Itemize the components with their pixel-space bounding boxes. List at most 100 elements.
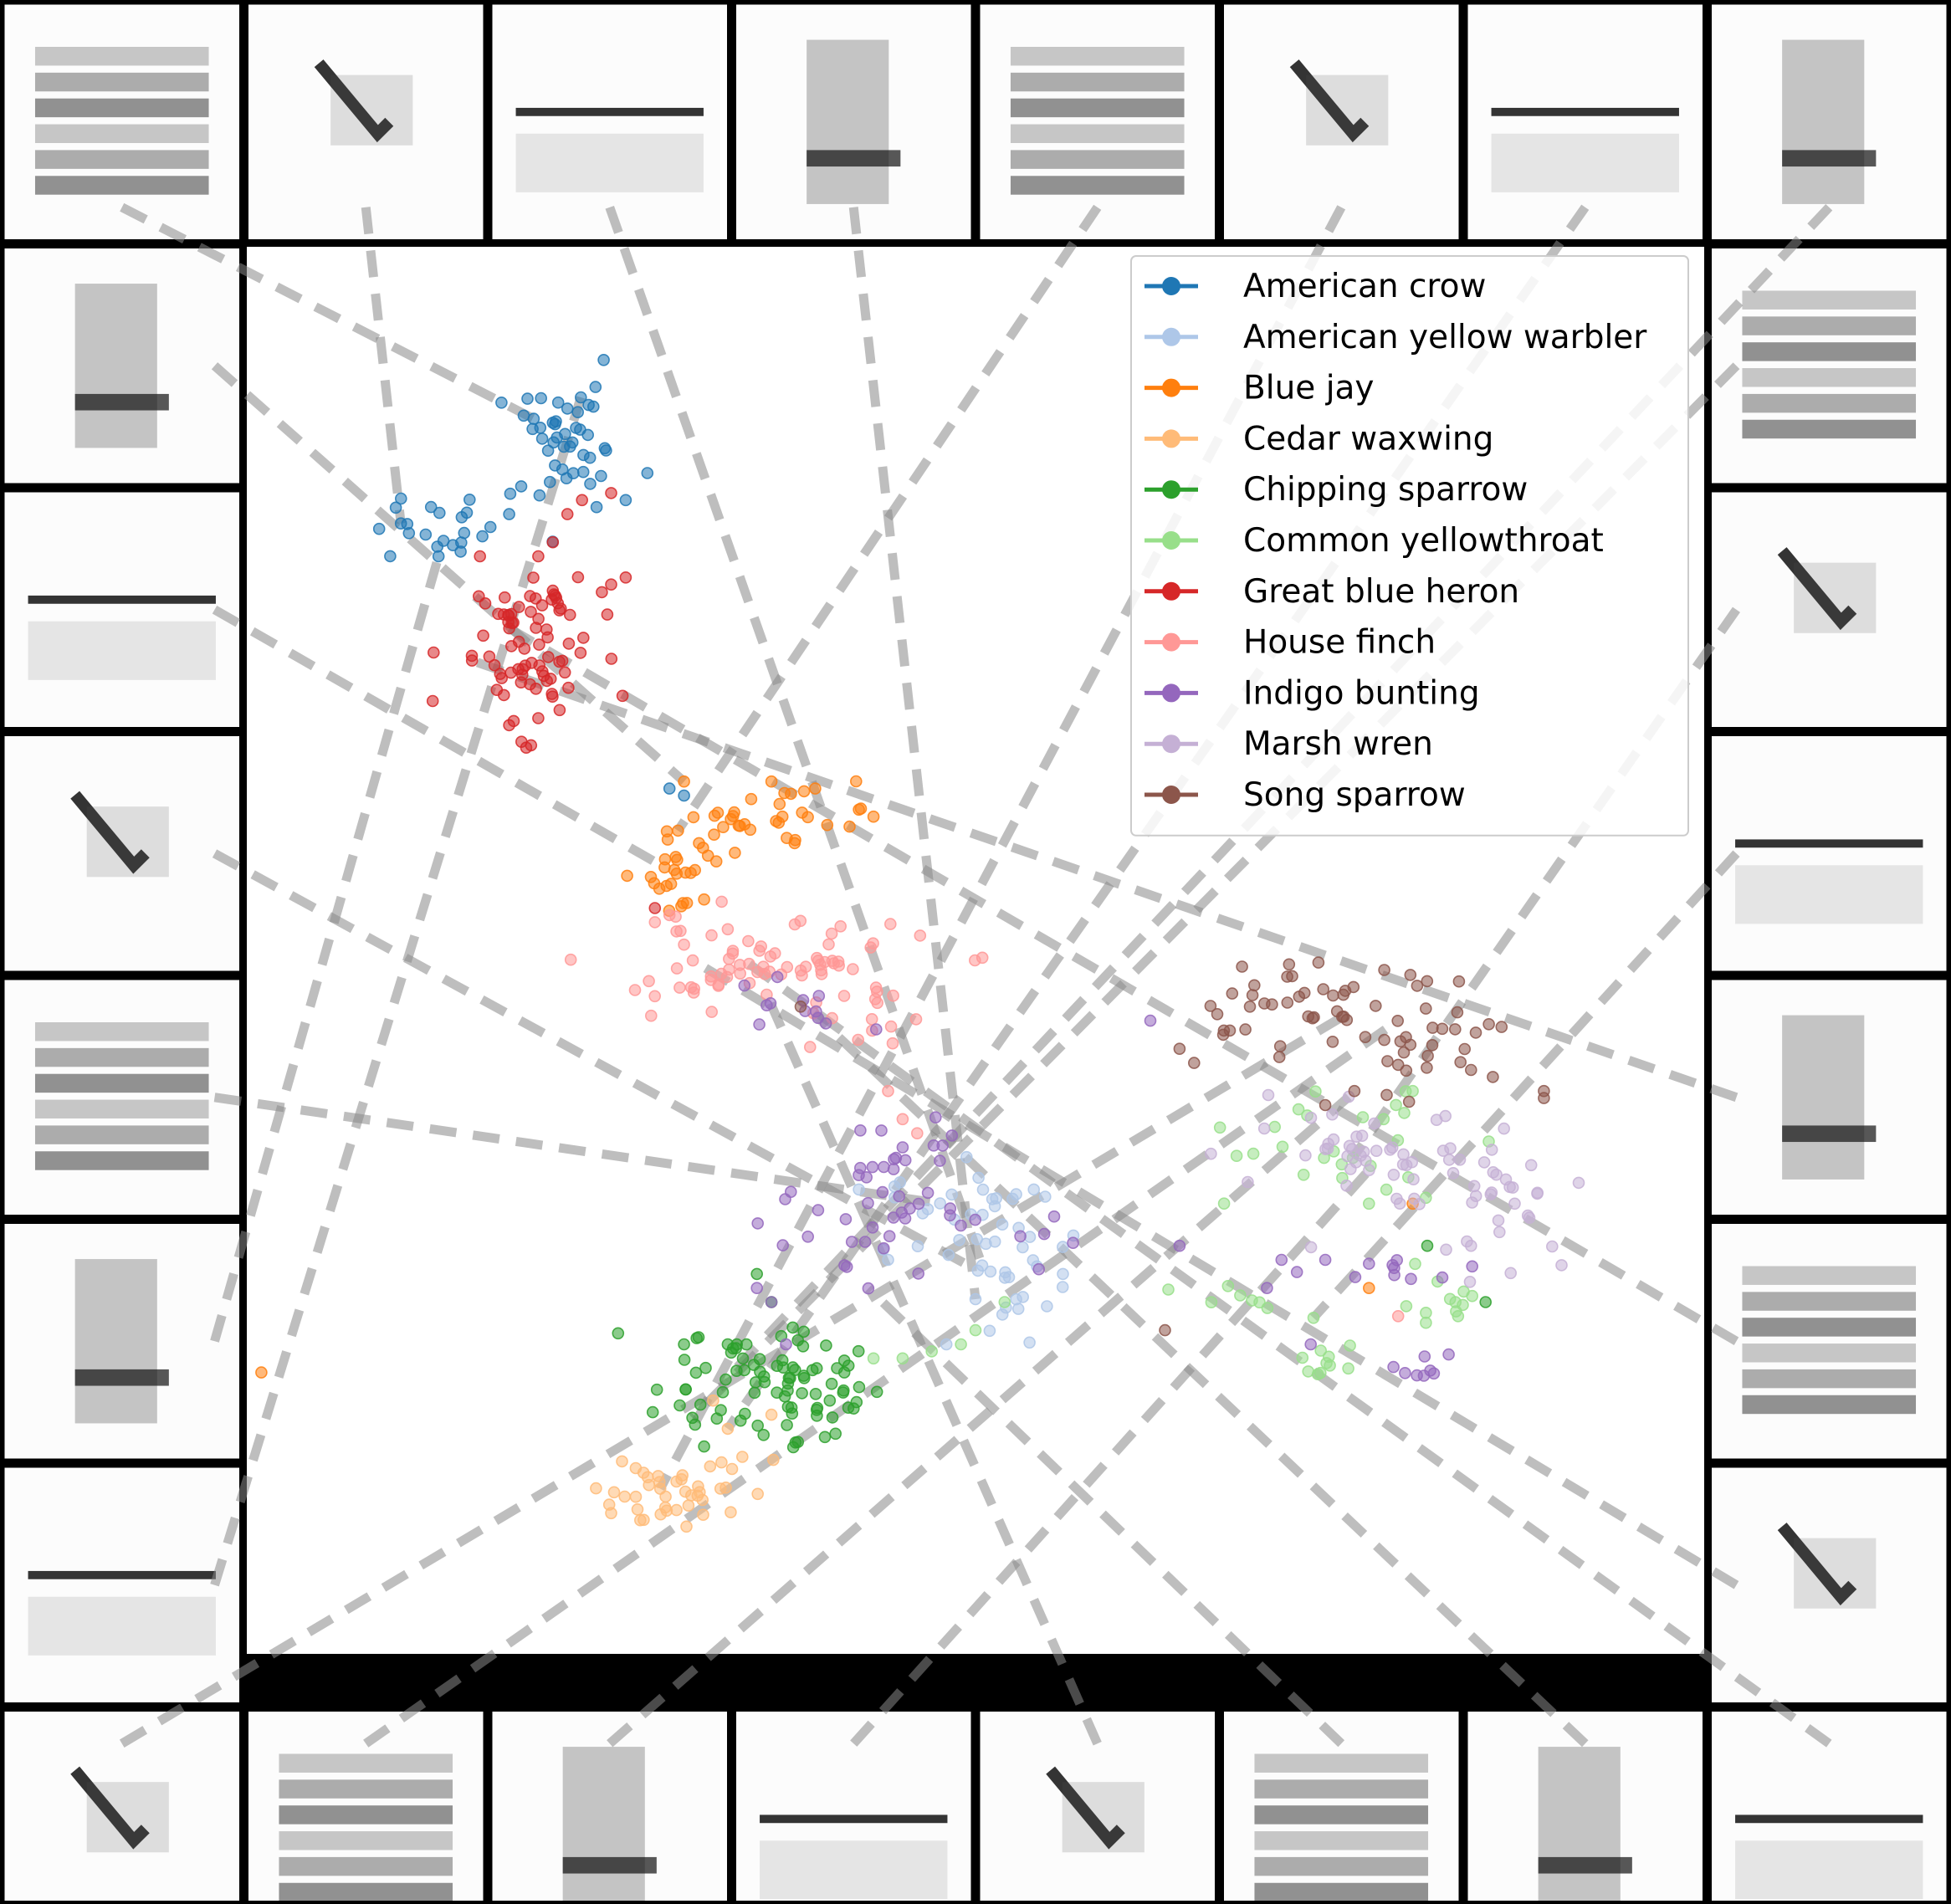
data-point: [847, 963, 859, 975]
data-point: [812, 1204, 825, 1216]
data-point: [1273, 1051, 1286, 1063]
data-point: [1037, 1227, 1051, 1241]
data-point: [1261, 1282, 1273, 1294]
data-point: [1368, 1117, 1380, 1130]
data-point: [618, 1490, 632, 1503]
data-point: [512, 601, 525, 613]
data-point: [1411, 980, 1424, 992]
data-point: [887, 1211, 900, 1224]
spectrogram-thumbnail: [1224, 4, 1459, 239]
data-point: [693, 837, 705, 850]
data-point: [389, 501, 402, 514]
data-point: [755, 940, 768, 953]
data-point: [1421, 1239, 1434, 1252]
data-point: [1387, 1360, 1400, 1374]
data-point: [734, 820, 746, 832]
data-point: [745, 792, 758, 806]
data-point: [705, 1006, 719, 1018]
data-point: [893, 1190, 905, 1203]
series-house-finch: [564, 895, 1405, 1323]
data-point: [1355, 1129, 1369, 1142]
data-point: [1426, 1039, 1439, 1052]
data-point: [680, 1520, 693, 1533]
data-point: [812, 1011, 825, 1025]
data-point: [678, 1354, 691, 1366]
legend-entry: Indigo bunting: [1144, 674, 1480, 712]
data-point: [914, 929, 927, 942]
data-point: [758, 1375, 771, 1389]
data-point: [896, 1113, 909, 1126]
data-point: [704, 1460, 717, 1473]
data-point: [544, 673, 557, 685]
data-point: [590, 500, 603, 514]
data-point: [562, 681, 575, 694]
data-point: [812, 990, 826, 1002]
data-point: [871, 996, 883, 1010]
data-point: [1384, 1144, 1396, 1156]
legend-entry: American crow: [1144, 268, 1486, 305]
data-point: [742, 934, 755, 948]
data-point: [1391, 1015, 1404, 1027]
data-point: [661, 833, 674, 846]
legend: American crow American yellow warbler Blue…: [1130, 255, 1689, 837]
data-point: [1397, 1046, 1411, 1059]
legend-label: Cedar waxwing: [1243, 420, 1493, 458]
series-song-sparrow: [794, 956, 1550, 1337]
data-point: [862, 1196, 874, 1210]
data-point: [502, 616, 515, 628]
data-point: [571, 571, 585, 584]
data-point: [839, 1213, 853, 1226]
data-point: [682, 1499, 695, 1512]
spectrogram-thumbnail: [4, 980, 239, 1215]
data-point: [641, 1471, 654, 1484]
data-point: [1304, 1111, 1318, 1124]
data-point: [719, 1373, 732, 1386]
data-point: [556, 463, 569, 476]
data-point: [730, 1364, 743, 1377]
data-point: [1327, 1133, 1340, 1146]
data-point: [1027, 1183, 1040, 1196]
data-point: [781, 960, 794, 974]
data-point: [629, 1461, 643, 1475]
data-point: [845, 1236, 858, 1248]
data-point: [1421, 1049, 1434, 1062]
spectrogram-thumbnail: [4, 1712, 239, 1904]
data-point: [553, 604, 566, 617]
data-point: [912, 1267, 924, 1280]
data-point: [488, 658, 501, 672]
data-point: [427, 646, 440, 659]
data-point: [1213, 1121, 1226, 1134]
data-point: [778, 786, 791, 800]
connector-line: [363, 1016, 1401, 1748]
data-point: [1408, 1192, 1421, 1205]
data-point: [678, 789, 690, 802]
data-point: [832, 959, 846, 972]
data-point: [1411, 1369, 1423, 1382]
data-point: [1457, 1285, 1470, 1298]
data-point: [698, 893, 710, 906]
data-point: [1404, 969, 1417, 981]
data-point: [773, 797, 786, 811]
data-point: [1304, 1338, 1317, 1351]
connector-line: [865, 1285, 1345, 1748]
data-point: [612, 1327, 625, 1340]
data-point: [791, 1333, 805, 1347]
legend-entry: American yellow warbler: [1144, 319, 1647, 356]
data-point: [1447, 1167, 1460, 1180]
data-point: [1420, 1307, 1432, 1319]
data-point: [820, 1339, 832, 1352]
data-point: [723, 963, 735, 976]
data-point: [673, 981, 686, 994]
data-point: [590, 1482, 602, 1495]
data-point: [518, 642, 531, 655]
spectrogram-thumbnail: [1467, 1712, 1703, 1904]
data-point: [566, 467, 580, 480]
data-point: [753, 1018, 766, 1031]
data-point: [1400, 1064, 1413, 1077]
series-blue-jay: [255, 775, 1419, 1379]
data-point: [825, 1377, 838, 1390]
data-point: [717, 821, 730, 834]
data-point: [735, 1451, 749, 1463]
data-point: [878, 1241, 890, 1255]
data-point: [515, 480, 528, 493]
